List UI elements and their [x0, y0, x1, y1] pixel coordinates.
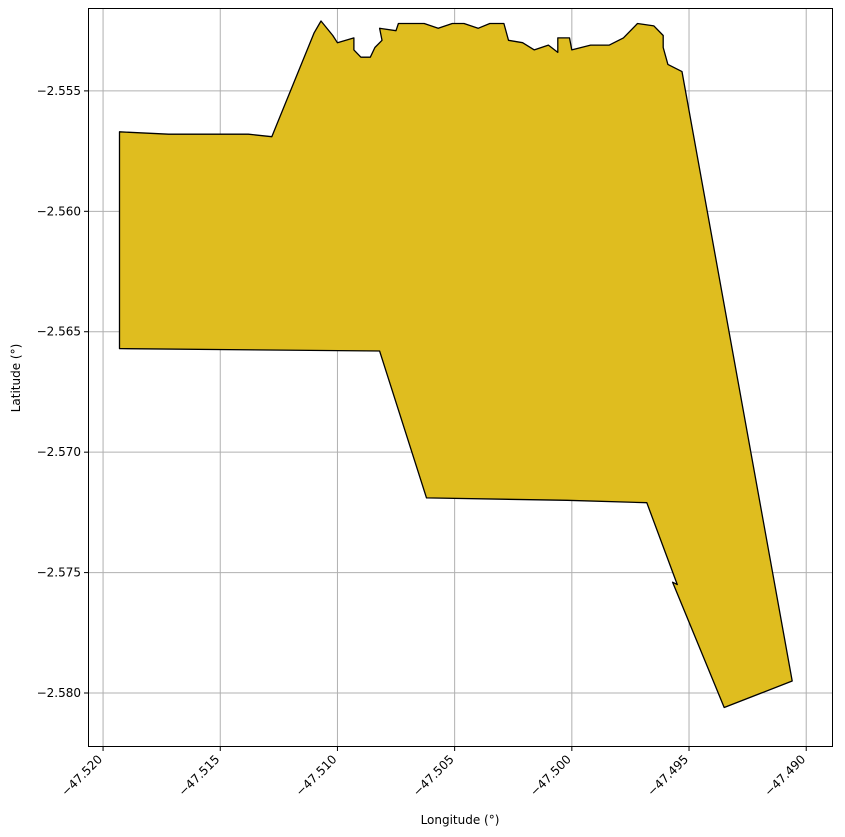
y-axis-label: Latitude (°)	[9, 344, 23, 413]
y-tick-label: −2.575	[37, 566, 81, 580]
y-tick-label: −2.560	[37, 204, 81, 218]
x-axis-label: Longitude (°)	[421, 813, 500, 827]
y-tick-label: −2.580	[37, 686, 81, 700]
y-axis-ticks: −2.555 −2.560 −2.565 −2.570 −2.575 −2.580	[37, 84, 89, 700]
y-tick-label: −2.570	[37, 445, 81, 459]
axes-frame	[88, 8, 833, 747]
polygon-layer	[118, 20, 793, 709]
y-tick-label: −2.555	[37, 84, 81, 98]
y-tick-label: −2.565	[37, 325, 81, 339]
region-polygon	[118, 20, 793, 709]
